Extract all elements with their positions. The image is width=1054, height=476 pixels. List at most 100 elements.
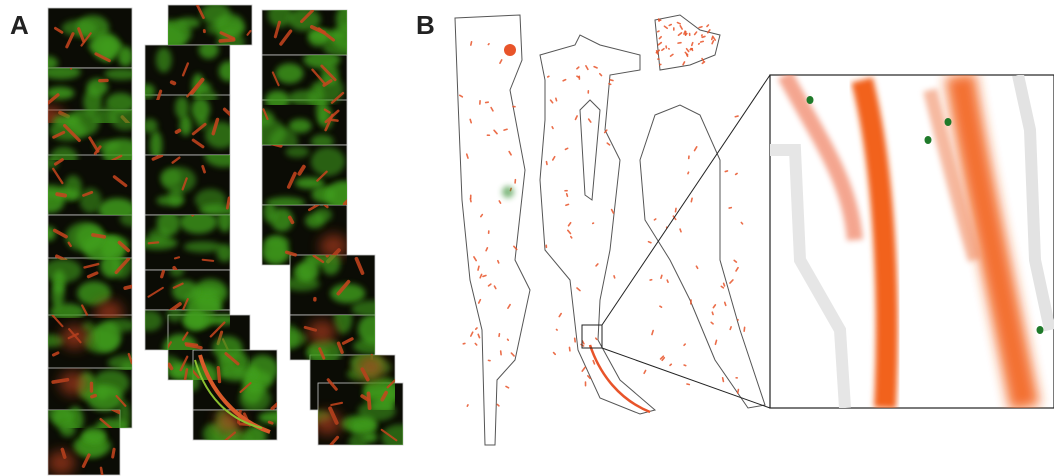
green-signal xyxy=(280,331,306,347)
red-speckle xyxy=(711,322,713,324)
red-speckle xyxy=(735,116,738,117)
red-fiber xyxy=(92,396,95,397)
red-speckle xyxy=(736,268,738,271)
green-signal xyxy=(381,424,418,450)
red-speckle xyxy=(566,204,569,205)
red-fiber xyxy=(162,272,164,277)
red-speckle xyxy=(494,130,497,133)
figure: A B xyxy=(0,0,1054,476)
red-speckle xyxy=(551,100,553,103)
red-fiber xyxy=(57,194,65,195)
red-speckle xyxy=(486,248,487,251)
red-fiber xyxy=(368,393,369,408)
red-speckle xyxy=(479,300,481,303)
red-speckle xyxy=(738,389,739,393)
red-speckle xyxy=(586,66,588,69)
green-signal xyxy=(60,423,75,437)
red-speckle xyxy=(494,286,495,288)
red-speckle xyxy=(478,334,479,337)
green-signal xyxy=(358,314,388,344)
green-signal xyxy=(162,167,196,193)
red-speckle xyxy=(569,223,571,226)
red-speckle xyxy=(669,25,671,26)
red-speckle xyxy=(596,264,598,266)
red-speckle xyxy=(557,329,558,330)
red-speckle xyxy=(680,26,682,29)
red-speckle xyxy=(612,210,614,213)
red-speckle xyxy=(730,280,733,283)
red-speckle xyxy=(614,276,615,278)
red-speckle xyxy=(471,332,473,336)
green-signal xyxy=(41,226,56,241)
green-signal xyxy=(52,282,64,308)
green-signal xyxy=(108,355,147,371)
red-speckle xyxy=(670,364,671,365)
green-signal xyxy=(330,284,365,303)
red-speckle xyxy=(723,378,724,382)
green-signal xyxy=(104,68,139,80)
green-signal xyxy=(199,204,237,215)
green-signal xyxy=(332,24,361,50)
green-signal xyxy=(205,122,236,149)
red-fiber xyxy=(125,286,135,288)
green-signal xyxy=(298,260,320,281)
red-speckle xyxy=(511,353,514,356)
red-speckle xyxy=(491,108,493,111)
green-signal xyxy=(175,96,189,119)
red-speckle xyxy=(546,162,547,165)
red-speckle xyxy=(497,404,499,405)
tissue-outline xyxy=(455,15,530,445)
red-speckle xyxy=(582,367,585,371)
red-speckle xyxy=(661,275,662,278)
red-speckle xyxy=(593,361,594,364)
red-fiber xyxy=(590,345,650,412)
red-speckle xyxy=(712,41,713,44)
red-fiber xyxy=(203,166,205,172)
red-speckle xyxy=(654,219,655,220)
panel-label: B xyxy=(416,10,435,40)
red-glow xyxy=(308,320,336,344)
red-speckle xyxy=(683,62,684,65)
red-speckle xyxy=(554,353,556,355)
red-glow xyxy=(319,234,347,258)
red-speckle xyxy=(657,51,658,54)
red-speckle xyxy=(734,260,736,262)
red-speckle xyxy=(609,84,611,85)
green-signal xyxy=(46,87,75,100)
red-speckle xyxy=(684,365,686,366)
green-signal xyxy=(945,118,952,126)
red-speckle xyxy=(489,284,491,286)
green-signal xyxy=(156,356,179,370)
green-signal xyxy=(351,301,390,318)
red-speckle xyxy=(600,74,602,76)
red-speckle xyxy=(664,26,667,28)
green-signal xyxy=(321,252,340,275)
red-speckle xyxy=(467,154,468,158)
red-speckle xyxy=(552,127,553,129)
red-glow xyxy=(47,451,75,475)
green-signal xyxy=(314,208,332,222)
red-speckle xyxy=(687,55,688,57)
red-speckle xyxy=(607,143,609,145)
red-speckle xyxy=(695,147,697,151)
red-speckle xyxy=(652,331,653,335)
red-speckle xyxy=(576,116,578,119)
red-speckle xyxy=(589,119,591,122)
red-speckle xyxy=(483,275,486,276)
red-speckle xyxy=(702,36,705,37)
red-speckle xyxy=(559,314,561,317)
green-signal xyxy=(807,96,814,104)
red-speckle xyxy=(741,223,742,224)
red-speckle xyxy=(467,405,468,406)
red-speckle xyxy=(556,98,557,100)
red-speckle xyxy=(649,242,651,243)
red-speckle xyxy=(692,43,693,46)
red-speckle xyxy=(725,302,726,305)
red-speckle xyxy=(725,171,727,172)
red-fiber xyxy=(332,120,338,121)
green-signal xyxy=(285,146,309,158)
red-speckle xyxy=(610,80,613,81)
green-signal xyxy=(37,334,65,347)
red-fiber xyxy=(169,364,171,368)
red-speckle xyxy=(499,201,500,203)
